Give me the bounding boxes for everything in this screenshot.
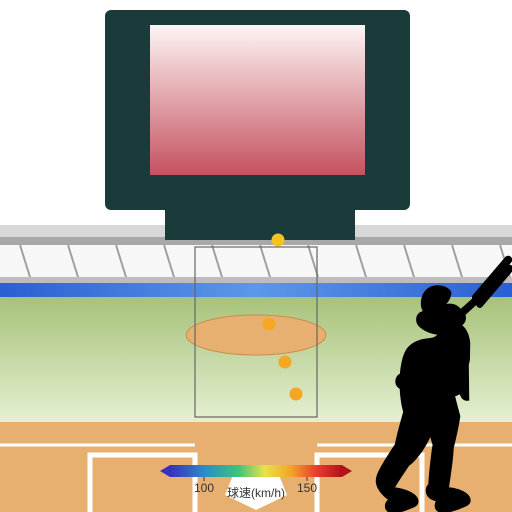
colorbar-label: 球速(km/h) — [227, 486, 285, 500]
pitchers-mound — [186, 315, 326, 355]
colorbar-tick-label: 100 — [194, 481, 214, 495]
stands-bottom-rail — [0, 277, 512, 283]
pitch-marker — [290, 388, 303, 401]
speed-colorbar — [170, 465, 342, 477]
pitch-marker — [279, 356, 292, 369]
scoreboard-screen — [150, 25, 365, 175]
colorbar-tick-label: 150 — [297, 481, 317, 495]
pitch-marker — [263, 318, 276, 331]
pitch-marker — [272, 234, 285, 247]
